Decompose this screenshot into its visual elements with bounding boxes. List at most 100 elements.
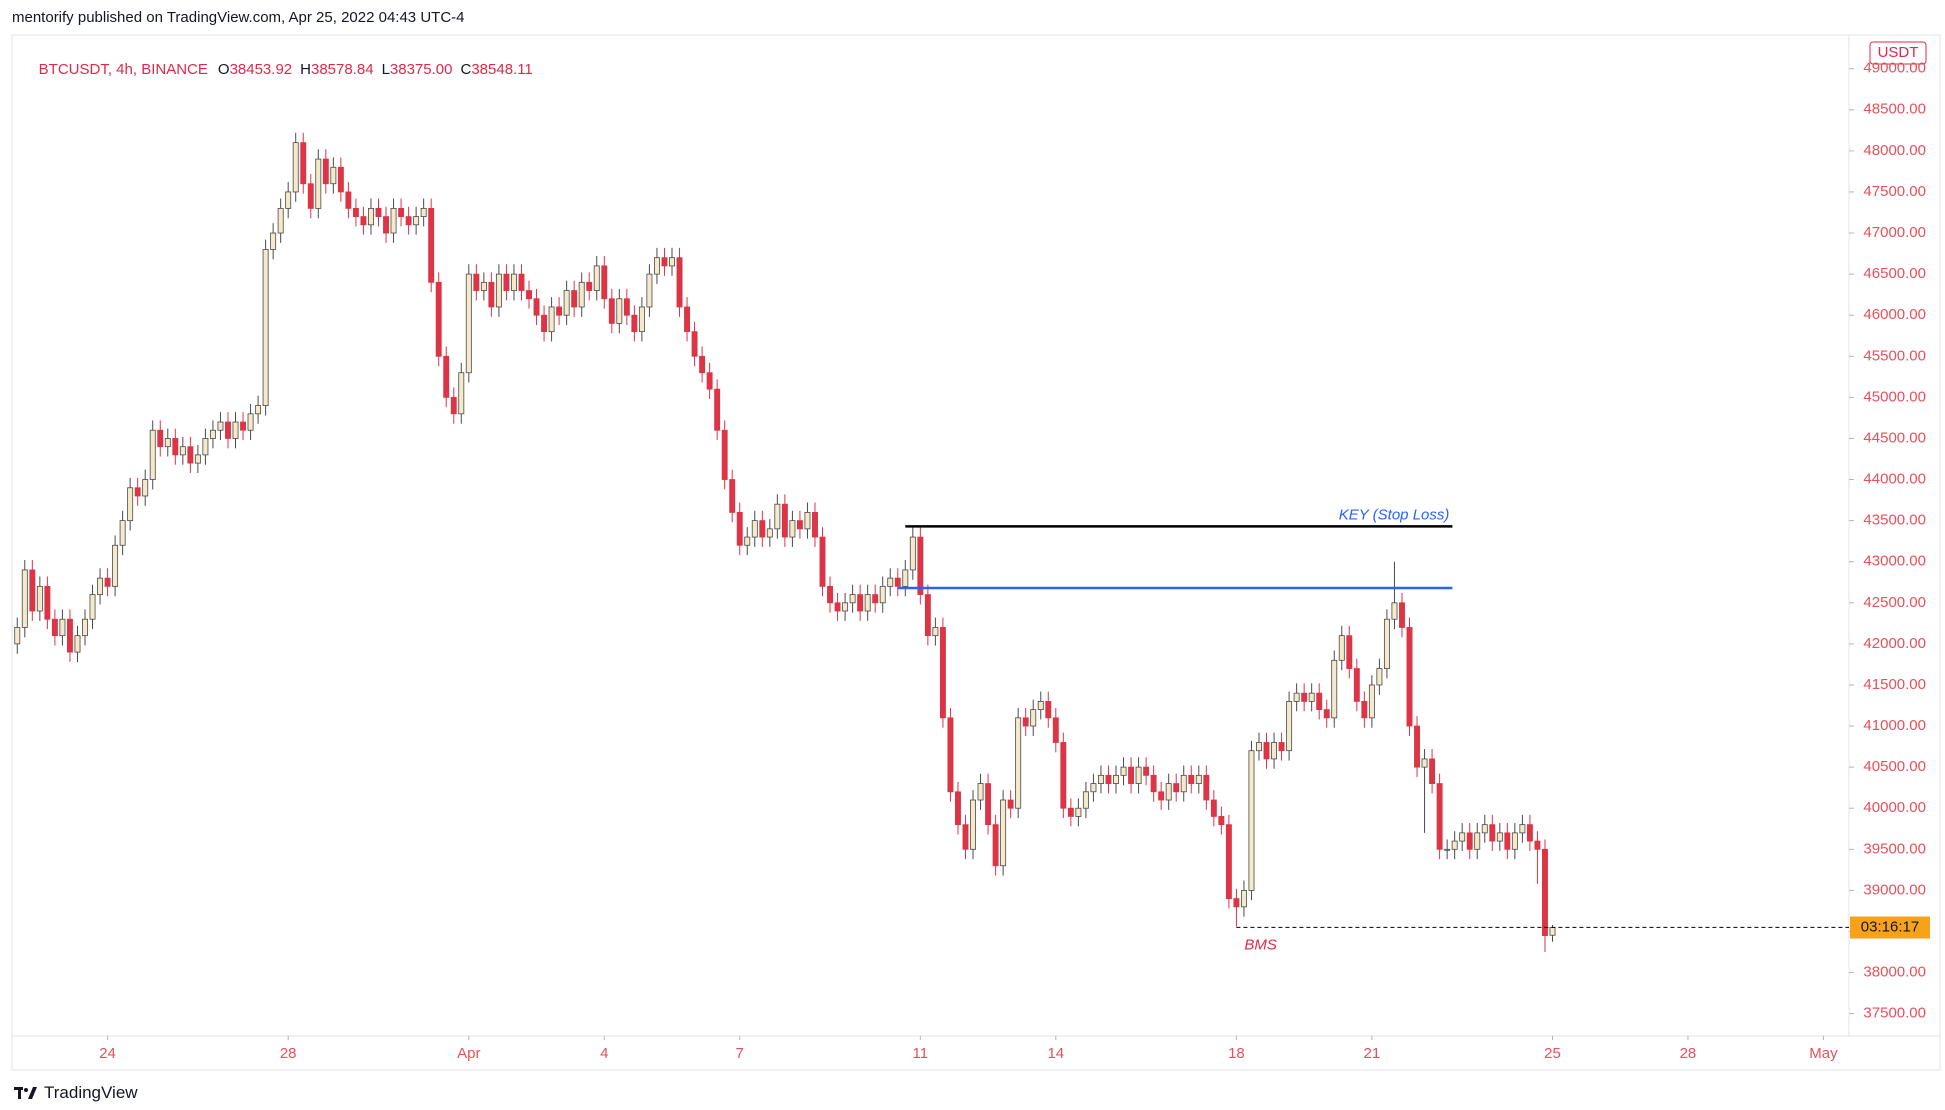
candle-body <box>1293 692 1300 702</box>
y-tick-label: 45500.00 <box>1863 347 1926 364</box>
brand-logo <box>14 1087 37 1099</box>
candle-body <box>14 627 21 645</box>
candle-body <box>962 824 969 850</box>
candle-body <box>1331 659 1338 719</box>
candle-body <box>593 265 600 291</box>
candle-body <box>179 446 186 456</box>
candle-body <box>917 536 924 595</box>
candle-body <box>1399 602 1405 628</box>
candle-body <box>601 265 608 300</box>
candle-body <box>1173 783 1180 793</box>
candle-body <box>1067 807 1074 817</box>
candle-body <box>1489 824 1496 842</box>
candle-body <box>736 512 743 546</box>
candle-body <box>1278 742 1285 752</box>
candle-body <box>872 594 879 604</box>
candle-body <box>924 594 931 637</box>
candle-body <box>955 791 961 826</box>
candle-body <box>1504 832 1511 850</box>
candle-body <box>82 618 88 637</box>
candle-body <box>1218 816 1225 826</box>
y-tick-label: 46000.00 <box>1863 306 1926 323</box>
x-tick-label: 25 <box>1544 1045 1561 1062</box>
candle-body <box>1391 602 1398 620</box>
candle-body <box>1353 668 1360 702</box>
candle-body <box>985 783 992 826</box>
candle-body <box>1316 692 1323 711</box>
candle-body <box>247 413 254 431</box>
candle-body <box>1210 799 1217 817</box>
candle-body <box>1436 783 1443 850</box>
y-tick-label: 44500.00 <box>1863 429 1926 446</box>
candle-body <box>1451 840 1458 850</box>
candle-body <box>631 314 638 333</box>
y-tick-label: 47000.00 <box>1863 224 1926 241</box>
candle-body <box>465 273 472 374</box>
ohlc-label: L <box>381 61 390 78</box>
candle-body <box>277 207 284 234</box>
candle-body <box>759 520 766 538</box>
countdown-box <box>1850 916 1930 939</box>
candle-body <box>97 577 104 595</box>
candle-body <box>1346 635 1353 669</box>
candle-body <box>255 405 262 415</box>
candle-body <box>1075 807 1082 817</box>
candle-body <box>352 207 359 217</box>
candle-body <box>616 298 623 324</box>
currency-box[interactable] <box>1869 41 1927 65</box>
candle-body <box>1060 742 1067 809</box>
y-tick-label: 39000.00 <box>1863 881 1926 898</box>
candle-body <box>1308 692 1315 702</box>
candle-body <box>563 290 570 316</box>
y-tick-label: 37500.00 <box>1863 1005 1926 1022</box>
candle-body <box>1030 709 1037 727</box>
candle-body <box>548 306 555 333</box>
candle-body <box>240 421 246 431</box>
candle-body <box>1256 742 1262 752</box>
candle-body <box>89 594 96 620</box>
candle-body <box>413 216 420 226</box>
candle-body <box>1534 840 1541 850</box>
ohlc-label: O <box>217 61 230 78</box>
candle-body <box>646 273 653 308</box>
candle-body <box>1421 758 1428 768</box>
candle-body <box>300 142 307 185</box>
candle-body <box>458 372 465 415</box>
candle-body <box>1286 701 1293 752</box>
candle-body <box>36 585 43 612</box>
candle-body <box>1233 898 1240 908</box>
candle-body <box>1271 742 1278 760</box>
candle-body <box>1444 848 1451 851</box>
publish-header: mentorify published on TradingView.com, … <box>12 9 465 26</box>
candle-body <box>428 207 435 283</box>
candle-body <box>29 569 36 612</box>
candle-body <box>1481 824 1488 834</box>
candle-body <box>1338 635 1345 661</box>
candle-body <box>1240 889 1247 908</box>
candle-body <box>887 577 894 587</box>
candle-body <box>209 429 216 439</box>
candle-body <box>1323 709 1330 719</box>
candle-body <box>699 355 706 374</box>
level-label: KEY (Stop Loss) <box>1339 506 1450 523</box>
candle-body <box>947 717 954 793</box>
candle-body <box>1519 824 1526 834</box>
candle-body <box>473 273 480 291</box>
candle-body <box>480 281 487 291</box>
candle-body <box>21 569 28 628</box>
candle-body <box>510 273 517 291</box>
candle-body <box>857 594 864 612</box>
candle-body <box>796 520 803 530</box>
candle-body <box>405 216 412 226</box>
candle-body <box>1165 783 1172 801</box>
candle-body <box>59 618 66 637</box>
candle-body <box>1052 717 1059 743</box>
currency-label[interactable]: USDT <box>1878 44 1919 61</box>
candle-body <box>556 306 563 316</box>
candle-body <box>1263 742 1270 760</box>
candle-body <box>1195 774 1202 784</box>
candle-body <box>578 281 585 308</box>
candle-body <box>834 602 841 612</box>
